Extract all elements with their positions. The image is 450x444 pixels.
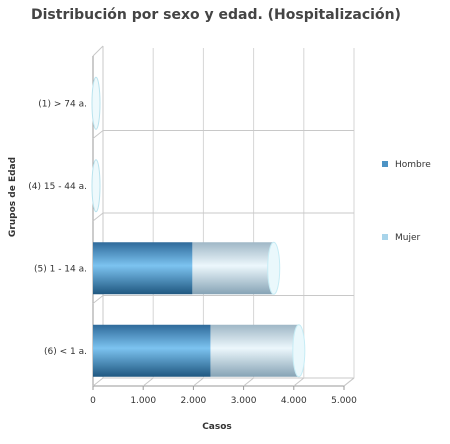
y-tick-labels: (1) > 74 a. (4) 15 - 44 a. (5) 1 - 14 a. (6… (28, 99, 87, 357)
bar-mujer (192, 242, 274, 295)
x-tick-label: 2.000 (181, 396, 207, 406)
legend-label-mujer: Mujer (395, 233, 421, 243)
x-axis-title: Casos (202, 422, 232, 432)
floor-gridline (243, 377, 254, 387)
bar-hombre (93, 242, 193, 295)
floor-gridline (92, 377, 104, 387)
wall-top-corner (92, 45, 104, 57)
x-tick-label: 4.000 (281, 396, 307, 406)
empty-bar-cap (91, 159, 101, 213)
y-tick-label: (5) 1 - 14 a. (34, 264, 87, 274)
floor-gridline (142, 377, 154, 387)
empty-bar-cap (91, 76, 101, 130)
floor-gridline (193, 377, 204, 387)
y-tick-label: (6) < 1 a. (44, 347, 87, 357)
floor-gridline (293, 377, 305, 387)
bars (91, 76, 306, 378)
floor-gridline (343, 377, 355, 387)
legend-swatch-hombre (382, 161, 388, 167)
chart-title: Distribución por sexo y edad. (Hospitali… (31, 7, 401, 23)
x-tick-label: 0 (90, 396, 96, 406)
x-tick-labels: 0 1.000 2.000 3.000 4.000 5.000 (90, 386, 357, 406)
band-divider-side (92, 295, 104, 304)
y-axis-title: Grupos de Edad (8, 157, 18, 237)
x-tick-label: 1.000 (130, 396, 156, 406)
y-tick-label: (1) > 74 a. (38, 99, 87, 109)
legend: Hombre Mujer (382, 160, 431, 243)
bar-hombre (93, 324, 211, 377)
bar-end-cap (292, 324, 306, 378)
gridlines (92, 48, 355, 387)
bar-mujer (210, 324, 299, 377)
x-tick-label: 3.000 (231, 396, 257, 406)
legend-swatch-mujer (382, 234, 388, 240)
y-tick-label: (4) 15 - 44 a. (28, 182, 87, 192)
band-divider-side (92, 130, 104, 139)
x-tick-label: 5.000 (331, 396, 357, 406)
legend-label-hombre: Hombre (395, 160, 431, 170)
band-divider-side (92, 212, 104, 222)
bar-end-cap (267, 241, 281, 295)
